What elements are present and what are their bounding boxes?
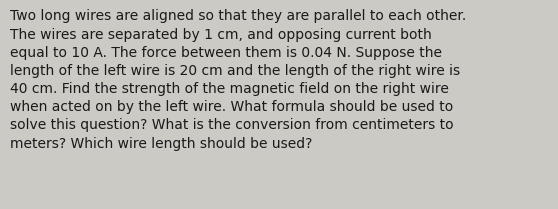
Text: Two long wires are aligned so that they are parallel to each other.
The wires ar: Two long wires are aligned so that they … (10, 9, 466, 151)
